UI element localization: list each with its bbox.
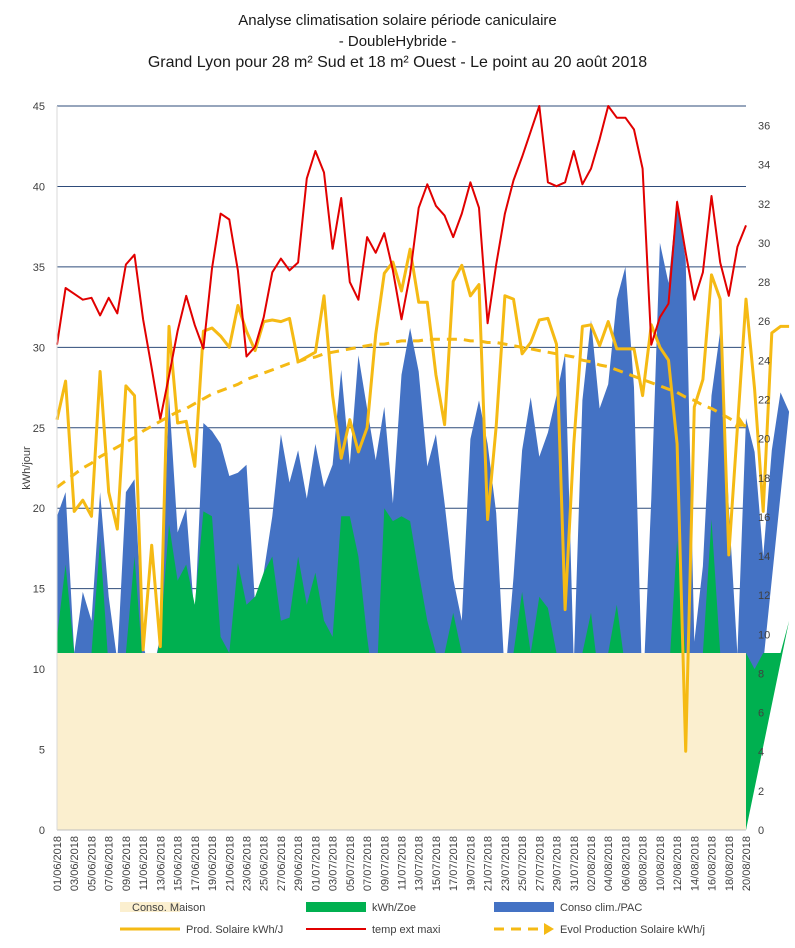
legend-arrow-5 [544,923,554,935]
x-tick-label-3: 07/06/2018 [104,836,116,891]
y-tick-label-0: 0 [39,825,45,837]
x-tick-label-18: 07/07/2018 [362,836,374,891]
line-series-3 [55,247,790,753]
chart-title-line-2: - DoubleHybride - [338,33,457,50]
x-tick-label-5: 11/06/2018 [138,836,150,890]
legend-swatch-2 [494,902,554,912]
x-tick-label-13: 27/06/2018 [276,836,288,891]
x-tick-label-27: 25/07/2018 [517,836,529,891]
y2-tick-label-10: 10 [758,629,770,641]
y-tick-label-20: 20 [33,503,45,515]
y2-tick-label-20: 20 [758,434,770,446]
area-series-group [57,199,790,831]
x-tick-label-37: 14/08/2018 [689,836,701,891]
x-tick-label-21: 13/07/2018 [414,836,426,891]
chart-title-line-1: Analyse climatisation solaire période ca… [238,12,557,29]
x-tick-label-15: 01/07/2018 [310,836,322,891]
y2-tick-label-28: 28 [758,277,770,289]
y2-tick-label-0: 0 [758,825,764,837]
y2-tick-label-22: 22 [758,395,770,407]
x-tick-label-25: 21/07/2018 [483,836,495,891]
area-series-0 [57,653,746,830]
x-tick-label-7: 15/06/2018 [173,836,185,891]
y-axis-label: kWh/jour [21,446,33,490]
x-tick-label-40: 20/08/2018 [741,836,753,891]
y-tick-label-5: 5 [39,745,45,757]
x-tick-label-4: 09/06/2018 [121,836,133,891]
y2-tick-label-30: 30 [758,238,770,250]
y-tick-label-15: 15 [33,584,45,596]
y-tick-label-45: 45 [33,101,45,113]
x-tick-label-24: 19/07/2018 [465,836,477,891]
y2-tick-label-12: 12 [758,590,770,602]
legend-label-2: Conso clim./PAC [560,902,642,914]
x-tick-label-38: 16/08/2018 [707,836,719,891]
x-tick-label-1: 03/06/2018 [69,836,81,891]
y-tick-label-10: 10 [33,664,45,676]
x-tick-label-28: 27/07/2018 [534,836,546,891]
chart-title: Analyse climatisation solaire période ca… [0,10,795,74]
x-tick-label-14: 29/06/2018 [293,836,305,891]
y2-tick-label-26: 26 [758,316,770,328]
y2-tick-label-36: 36 [758,121,770,133]
x-tick-label-34: 08/08/2018 [638,836,650,891]
x-tick-label-23: 17/07/2018 [448,836,460,891]
y2-tick-label-14: 14 [758,551,770,563]
line-series-4 [56,105,747,421]
x-tick-label-39: 18/08/2018 [724,836,736,891]
x-tick-label-32: 04/08/2018 [603,836,615,891]
y2-tick-label-2: 2 [758,786,764,798]
y2-tick-label-16: 16 [758,512,770,524]
x-tick-label-16: 03/07/2018 [328,836,340,891]
x-tick-label-9: 19/06/2018 [207,836,219,891]
y2-tick-label-6: 6 [758,708,764,720]
axes-group: 0510152025303540450246810121416182022242… [33,101,771,891]
x-tick-label-11: 23/06/2018 [241,836,253,891]
x-tick-label-35: 10/08/2018 [655,836,667,891]
legend-swatch-0 [120,902,180,912]
x-tick-label-22: 15/07/2018 [431,836,443,891]
x-tick-label-26: 23/07/2018 [500,836,512,891]
legend-label-5: Evol Production Solaire kWh/j [560,924,705,936]
y2-tick-label-8: 8 [758,668,764,680]
x-tick-label-36: 12/08/2018 [672,836,684,891]
y2-tick-label-4: 4 [758,747,764,759]
x-tick-label-33: 06/08/2018 [620,836,632,891]
legend-label-1: kWh/Zoe [372,902,416,914]
x-tick-label-30: 31/07/2018 [569,836,581,891]
x-tick-label-17: 05/07/2018 [345,836,357,891]
x-tick-label-8: 17/06/2018 [190,836,202,891]
x-tick-label-29: 29/07/2018 [552,836,564,891]
chart-title-line-3: Grand Lyon pour 28 m² Sud et 18 m² Ouest… [147,54,648,71]
y2-tick-label-24: 24 [758,355,770,367]
y-tick-label-30: 30 [33,342,45,354]
line-series-group [55,105,790,753]
x-tick-label-2: 05/06/2018 [86,836,98,891]
x-tick-label-10: 21/06/2018 [224,836,236,891]
x-tick-label-12: 25/06/2018 [259,836,271,891]
x-tick-label-6: 13/06/2018 [155,836,167,891]
legend-label-4: temp ext maxi [372,924,440,936]
trend-arrowhead [734,416,746,428]
y-tick-label-40: 40 [33,181,45,193]
legend-label-0: Conso. Maison [132,902,205,914]
x-tick-label-19: 09/07/2018 [379,836,391,891]
y-tick-label-35: 35 [33,262,45,274]
legend-swatch-1 [306,902,366,912]
legend-label-3: Prod. Solaire kWh/J [186,924,283,936]
legend: Conso. Maison kWh/Zoe Conso clim./PAC Prod.… [120,902,705,936]
line-series-5 [56,337,747,489]
x-tick-label-0: 01/06/2018 [52,836,64,891]
y2-tick-label-34: 34 [758,160,770,172]
y-tick-label-25: 25 [33,423,45,435]
x-tick-label-20: 11/07/2018 [397,836,409,890]
x-tick-label-31: 02/08/2018 [586,836,598,891]
y2-tick-label-18: 18 [758,473,770,485]
y2-tick-label-32: 32 [758,199,770,211]
